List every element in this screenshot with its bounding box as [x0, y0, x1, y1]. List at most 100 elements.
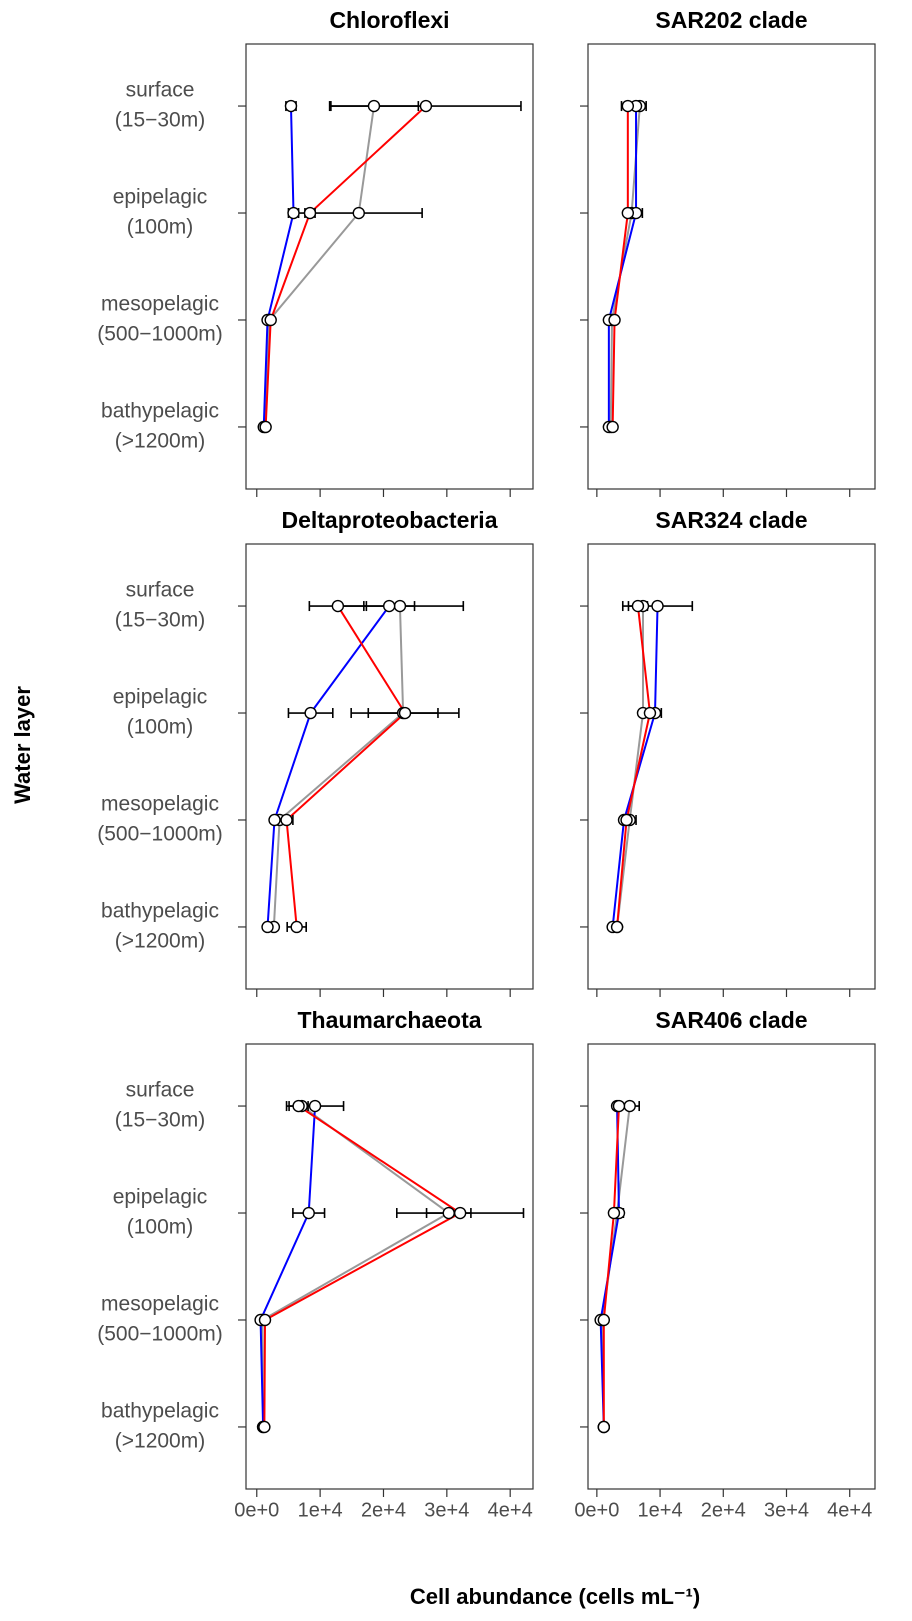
panel-title: SAR324 clade	[655, 507, 807, 533]
x-tick-label: 2e+4	[701, 1499, 746, 1521]
data-point	[382, 599, 396, 613]
x-tick-label: 0e+0	[574, 1499, 619, 1521]
panel: SAR324 clade	[580, 507, 876, 997]
category-label: (100m)	[127, 1216, 194, 1239]
panel-title: Chloroflexi	[329, 7, 449, 33]
data-point	[308, 1099, 322, 1113]
data-point	[259, 420, 272, 434]
data-point	[398, 706, 412, 720]
panel-frame	[245, 1043, 534, 1490]
data-point	[393, 599, 407, 613]
data-point	[621, 206, 635, 220]
y-axis-title: Water layer	[10, 686, 35, 804]
series-line	[266, 605, 390, 928]
data-point	[607, 1206, 621, 1220]
x-tick-label: 3e+4	[424, 1499, 469, 1521]
category-label: (15−30m)	[115, 109, 205, 132]
series-line	[264, 105, 427, 428]
data-point	[597, 1313, 611, 1327]
category-label: mesopelagic	[101, 793, 219, 816]
panel-frame	[245, 43, 534, 490]
x-tick-label: 3e+4	[764, 1499, 809, 1521]
category-label: (100m)	[127, 716, 194, 739]
data-point	[620, 813, 633, 827]
category-label: mesopelagic	[101, 293, 219, 316]
category-label: (500−1000m)	[97, 1323, 223, 1346]
series-line	[611, 106, 629, 427]
data-point	[621, 99, 635, 113]
data-point	[610, 920, 624, 934]
data-point	[258, 1313, 272, 1327]
category-label: (100m)	[127, 216, 194, 239]
data-point	[290, 920, 303, 934]
panel: SAR202 clade	[580, 7, 876, 497]
data-point	[453, 1206, 467, 1220]
data-point	[304, 706, 317, 720]
category-label: surface	[126, 579, 195, 602]
x-tick-label: 1e+4	[638, 1499, 683, 1521]
data-point	[280, 813, 293, 827]
data-point	[608, 313, 621, 327]
data-point	[352, 206, 365, 220]
data-point	[302, 1206, 315, 1220]
series-line	[259, 1105, 317, 1427]
panel-frame	[245, 543, 534, 990]
category-label: (500−1000m)	[97, 323, 223, 346]
category-label: (>1200m)	[115, 1430, 205, 1453]
data-point	[287, 206, 300, 220]
data-point	[419, 99, 433, 113]
x-tick-label: 4e+4	[827, 1499, 872, 1521]
data-point	[268, 813, 281, 827]
series-line	[285, 605, 407, 928]
category-label: (>1200m)	[115, 930, 205, 953]
category-label: bathypelagic	[101, 400, 219, 423]
series-line	[607, 106, 638, 427]
x-tick-label: 0e+0	[234, 1499, 279, 1521]
category-label: bathypelagic	[101, 900, 219, 923]
panel-title: SAR406 clade	[655, 1007, 807, 1033]
panel-frame	[587, 543, 876, 990]
category-label: (500−1000m)	[97, 823, 223, 846]
data-point	[651, 599, 664, 613]
data-point	[303, 206, 317, 220]
x-tick-label: 4e+4	[488, 1499, 533, 1521]
category-label: epipelagic	[113, 186, 208, 209]
data-point	[643, 706, 657, 720]
category-label: bathypelagic	[101, 1400, 219, 1423]
panel-title: Deltaproteobacteria	[281, 507, 497, 533]
panel: SAR406 clade 0e+0 1e+4 2e+4 3e+4 4e+4	[574, 1007, 876, 1521]
panel-title: Thaumarchaeota	[297, 1007, 481, 1033]
panel-frame	[587, 1043, 876, 1490]
panel: Chloroflexi surface (15−30m) epipelagic (100…	[97, 7, 534, 497]
series-line	[602, 1105, 620, 1427]
data-point	[612, 1099, 626, 1113]
series-line	[261, 1105, 451, 1427]
data-point	[261, 920, 274, 934]
data-point	[623, 1099, 636, 1113]
category-label: epipelagic	[113, 686, 208, 709]
category-label: epipelagic	[113, 1186, 208, 1209]
data-point	[597, 1420, 611, 1434]
x-axis-title: Cell abundance (cells mL⁻¹)	[410, 1584, 700, 1609]
data-point	[258, 1420, 271, 1434]
data-point	[331, 599, 345, 613]
panel: Deltaproteobacteria surface (15−30m) epipel…	[97, 507, 534, 997]
data-point	[631, 599, 645, 613]
series-line	[263, 1105, 463, 1427]
category-label: (>1200m)	[115, 430, 205, 453]
category-label: mesopelagic	[101, 1293, 219, 1316]
data-point	[442, 1206, 455, 1220]
category-label: (15−30m)	[115, 1109, 205, 1132]
data-point	[284, 99, 298, 113]
data-point	[292, 1099, 305, 1113]
category-label: (15−30m)	[115, 609, 205, 632]
panel-frame	[587, 43, 876, 490]
series-line	[262, 106, 295, 427]
category-label: surface	[126, 79, 195, 102]
x-tick-label: 2e+4	[361, 1499, 406, 1521]
category-label: surface	[126, 1079, 195, 1102]
series-line	[616, 605, 651, 928]
panel: Thaumarchaeota surface (15−30m) epipelagic (…	[97, 1007, 534, 1521]
x-tick-label: 1e+4	[298, 1499, 343, 1521]
